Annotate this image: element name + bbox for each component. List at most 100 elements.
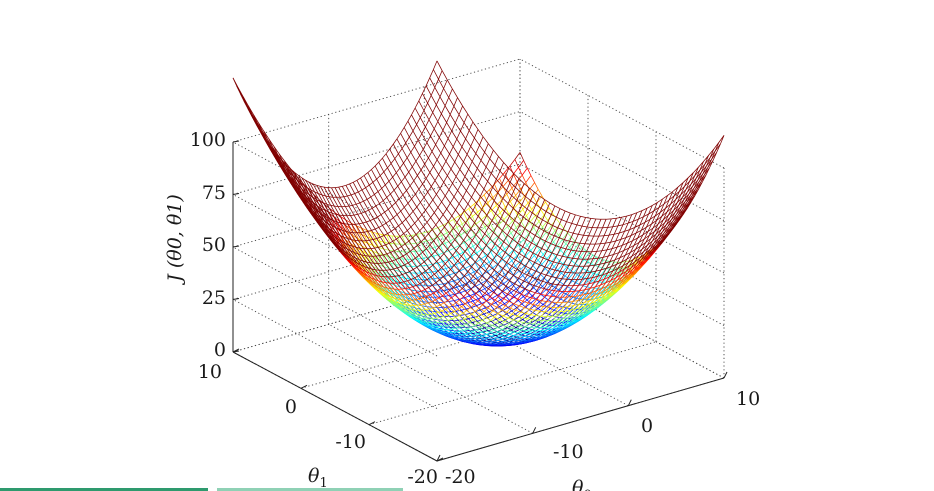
mesh-segment bbox=[424, 303, 430, 310]
mesh-segment bbox=[540, 273, 545, 279]
mesh-segment bbox=[568, 272, 575, 279]
mesh-segment bbox=[639, 216, 644, 226]
mesh-segment bbox=[371, 268, 376, 271]
mesh-segment bbox=[492, 325, 498, 328]
mesh-segment bbox=[522, 300, 529, 304]
mesh-segment bbox=[555, 324, 562, 327]
mesh-segment bbox=[470, 326, 477, 331]
mesh-segment bbox=[527, 314, 532, 320]
mesh-segment bbox=[358, 267, 364, 274]
mesh-segment bbox=[484, 311, 490, 315]
mesh-segment bbox=[373, 263, 380, 271]
mesh-segment bbox=[546, 311, 551, 317]
mesh-segment bbox=[633, 252, 638, 260]
mesh-segment bbox=[609, 259, 616, 262]
mesh-segment bbox=[422, 297, 429, 304]
mesh-segment bbox=[524, 333, 529, 337]
mesh-segment bbox=[500, 335, 506, 338]
mesh-segment bbox=[488, 327, 494, 331]
mesh-segment bbox=[689, 175, 695, 182]
mesh-segment bbox=[459, 312, 464, 316]
mesh-segment bbox=[369, 237, 374, 246]
mesh-segment bbox=[311, 206, 318, 215]
mesh-segment bbox=[590, 298, 595, 304]
mesh-segment bbox=[436, 237, 441, 246]
mesh-segment bbox=[437, 322, 443, 327]
mesh-segment bbox=[522, 275, 527, 281]
mesh-segment bbox=[592, 300, 597, 306]
mesh-segment bbox=[537, 189, 543, 196]
y-tick-mark bbox=[368, 421, 376, 426]
mesh-segment bbox=[380, 263, 387, 271]
mesh-segment bbox=[687, 186, 693, 193]
mesh-segment bbox=[292, 175, 299, 186]
mesh-segment bbox=[435, 297, 440, 301]
mesh-segment bbox=[577, 294, 582, 301]
mesh-segment bbox=[488, 229, 494, 235]
mesh-segment bbox=[546, 252, 553, 259]
mesh-segment bbox=[434, 311, 439, 314]
mesh-segment bbox=[615, 232, 620, 242]
mesh-segment bbox=[589, 298, 595, 302]
mesh-segment bbox=[363, 248, 370, 257]
mesh-segment bbox=[561, 266, 567, 274]
mesh-segment bbox=[525, 318, 532, 323]
mesh-segment bbox=[615, 271, 620, 278]
mesh-segment bbox=[410, 293, 415, 295]
mesh-segment bbox=[329, 218, 336, 228]
mesh-segment bbox=[420, 303, 425, 306]
mesh-segment bbox=[630, 245, 635, 253]
mesh-segment bbox=[500, 299, 505, 304]
mesh-segment bbox=[261, 133, 267, 140]
mesh-segment bbox=[580, 249, 586, 258]
mesh-segment bbox=[505, 334, 510, 338]
mesh-segment bbox=[420, 304, 427, 310]
mesh-segment bbox=[418, 311, 423, 317]
mesh-segment bbox=[462, 310, 467, 314]
mesh-segment bbox=[370, 277, 377, 285]
x-axis-line bbox=[436, 377, 725, 462]
mesh-segment bbox=[520, 284, 526, 289]
mesh-segment bbox=[661, 211, 668, 217]
mesh-segment bbox=[492, 337, 497, 340]
mesh-segment bbox=[446, 288, 452, 291]
mesh-segment bbox=[475, 219, 482, 225]
mesh-segment bbox=[331, 225, 337, 234]
mesh-segment bbox=[452, 304, 459, 310]
mesh-segment bbox=[505, 305, 511, 309]
mesh-segment bbox=[536, 299, 542, 302]
mesh-segment bbox=[452, 302, 457, 306]
mesh-segment bbox=[408, 294, 414, 300]
mesh-segment bbox=[397, 288, 404, 296]
mesh-segment bbox=[534, 249, 540, 256]
mesh-segment bbox=[536, 315, 542, 317]
mesh-segment bbox=[522, 270, 529, 276]
mesh-segment bbox=[533, 319, 538, 325]
mesh-segment bbox=[497, 313, 504, 317]
mesh-segment bbox=[611, 246, 618, 249]
mesh-segment bbox=[324, 209, 329, 213]
mesh-segment bbox=[349, 243, 355, 251]
mesh-segment bbox=[620, 271, 627, 276]
mesh-segment bbox=[530, 323, 535, 328]
mesh-segment bbox=[457, 252, 463, 256]
mesh-segment bbox=[606, 266, 612, 269]
mesh-segment bbox=[502, 312, 508, 317]
mesh-segment bbox=[610, 277, 616, 281]
mesh-segment bbox=[361, 254, 367, 263]
mesh-segment bbox=[428, 318, 435, 324]
mesh-segment bbox=[443, 329, 450, 334]
mesh-segment bbox=[454, 335, 460, 339]
mesh-segment bbox=[283, 162, 288, 167]
mesh-segment bbox=[456, 309, 462, 312]
mesh-segment bbox=[570, 305, 575, 311]
mesh-segment bbox=[510, 307, 516, 311]
mesh-segment bbox=[387, 276, 394, 284]
mesh-segment bbox=[596, 288, 603, 291]
mesh-segment bbox=[651, 219, 657, 225]
mesh-segment bbox=[526, 209, 532, 217]
mesh-segment bbox=[495, 319, 500, 323]
mesh-segment bbox=[533, 282, 540, 289]
mesh-segment bbox=[465, 288, 471, 292]
mesh-segment bbox=[450, 311, 455, 314]
